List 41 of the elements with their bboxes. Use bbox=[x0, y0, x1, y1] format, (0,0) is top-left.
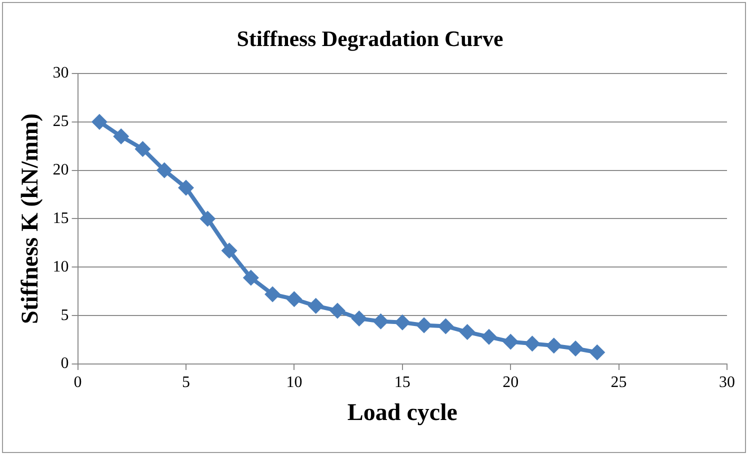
y-tick-label: 15 bbox=[52, 210, 69, 227]
y-tick-label: 5 bbox=[60, 306, 69, 324]
point bbox=[459, 324, 476, 340]
point bbox=[351, 310, 368, 326]
y-axis-title: Stiffness K (kN/mm) bbox=[18, 113, 44, 324]
point bbox=[264, 286, 281, 302]
point bbox=[308, 298, 324, 314]
point bbox=[502, 334, 519, 350]
x-tick-label: 5 bbox=[182, 374, 190, 391]
y-tick-label: 0 bbox=[60, 355, 69, 372]
point bbox=[113, 128, 130, 144]
point bbox=[546, 338, 562, 354]
y-tick-label: 30 bbox=[52, 64, 69, 82]
point bbox=[524, 336, 540, 352]
point bbox=[242, 270, 259, 286]
point bbox=[438, 318, 454, 334]
x-tick-label: 0 bbox=[74, 374, 82, 391]
point bbox=[221, 242, 238, 259]
chart-title: Stiffness Degradation Curve bbox=[236, 26, 504, 51]
x-tick-label: 10 bbox=[286, 374, 302, 391]
point bbox=[416, 317, 432, 334]
x-tick-label: 15 bbox=[394, 374, 410, 391]
x-tick-label: 25 bbox=[610, 374, 627, 391]
x-axis-title: Load cycle bbox=[347, 400, 458, 426]
point bbox=[394, 314, 410, 330]
point bbox=[178, 180, 194, 196]
point bbox=[589, 344, 606, 360]
y-tick-label: 25 bbox=[52, 113, 69, 130]
point bbox=[329, 302, 346, 319]
point bbox=[91, 114, 108, 130]
point bbox=[480, 328, 497, 345]
point bbox=[568, 340, 584, 356]
x-tick-label: 20 bbox=[502, 374, 519, 391]
point bbox=[200, 210, 216, 227]
point bbox=[156, 162, 172, 178]
point bbox=[286, 291, 302, 308]
x-tick-label: 30 bbox=[719, 374, 735, 391]
point bbox=[372, 313, 389, 330]
y-tick-label: 10 bbox=[52, 258, 69, 276]
point bbox=[134, 140, 151, 157]
y-tick-label: 20 bbox=[52, 161, 69, 178]
